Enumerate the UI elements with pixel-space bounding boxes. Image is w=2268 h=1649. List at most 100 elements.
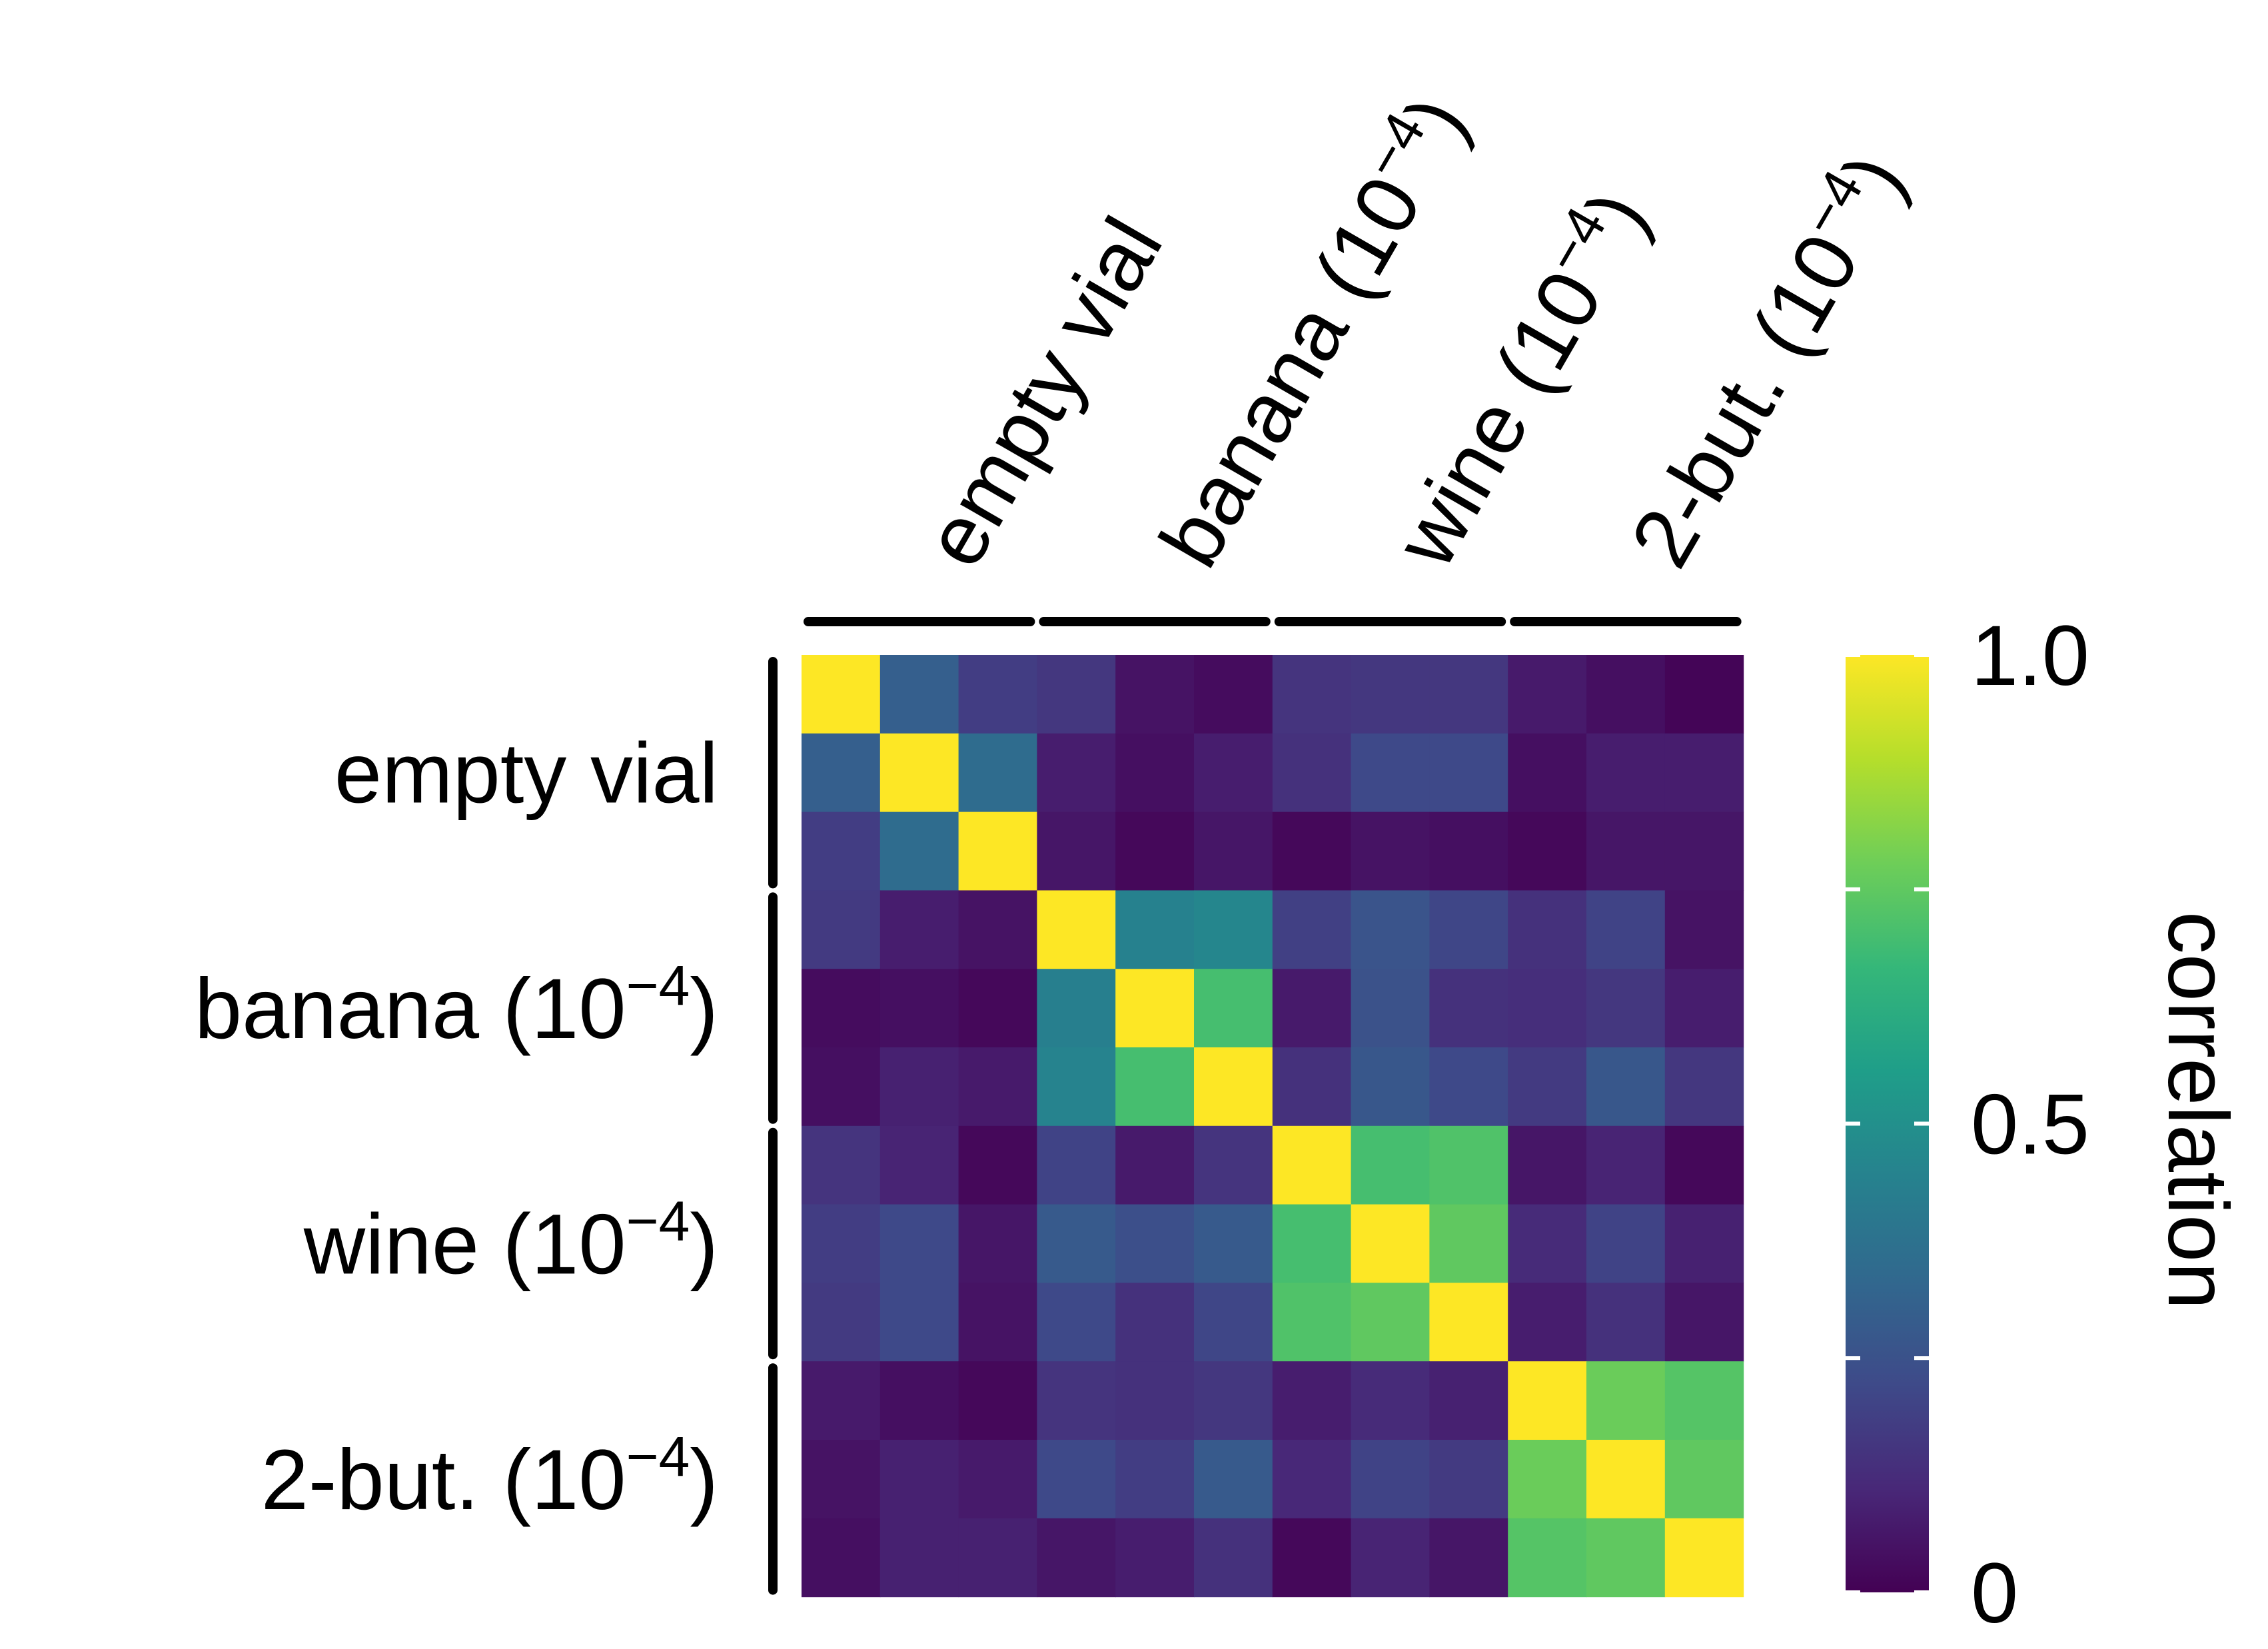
heatmap-cell-r0-c5 xyxy=(1194,655,1273,734)
heatmap-cell-r1-c6 xyxy=(1272,733,1352,813)
heatmap-cell-r10-c4 xyxy=(1115,1440,1195,1519)
heatmap-cell-r0-c1 xyxy=(879,655,959,734)
heatmap-cell-r4-c9 xyxy=(1508,969,1587,1048)
heatmap-cell-r7-c10 xyxy=(1586,1204,1666,1283)
heatmap-cell-r10-c0 xyxy=(802,1440,881,1519)
heatmap-cell-r11-c11 xyxy=(1664,1518,1744,1598)
heatmap-cell-r6-c10 xyxy=(1586,1125,1666,1205)
heatmap-cell-r4-c3 xyxy=(1037,969,1116,1048)
heatmap-cell-r0-c0 xyxy=(802,655,881,734)
heatmap-cell-r2-c0 xyxy=(802,812,881,891)
heatmap-cell-r8-c10 xyxy=(1586,1283,1666,1362)
heatmap-cell-r9-c2 xyxy=(958,1361,1037,1440)
heatmap-cell-r8-c3 xyxy=(1037,1283,1116,1362)
heatmap-cell-r1-c7 xyxy=(1351,733,1430,813)
heatmap-cell-r2-c5 xyxy=(1194,812,1273,891)
heatmap-cell-r11-c7 xyxy=(1351,1518,1430,1598)
heatmap-cell-r4-c2 xyxy=(958,969,1037,1048)
colorbar-tick-label-2: 1.0 xyxy=(1971,608,2089,704)
heatmap-cell-r5-c4 xyxy=(1115,1047,1195,1127)
heatmap-cell-r2-c8 xyxy=(1429,812,1508,891)
heatmap-cell-r2-c1 xyxy=(879,812,959,891)
heatmap-cell-r8-c1 xyxy=(879,1283,959,1362)
heatmap-cell-r2-c10 xyxy=(1586,812,1666,891)
heatmap-cell-r7-c4 xyxy=(1115,1204,1195,1283)
heatmap-cell-r9-c11 xyxy=(1664,1361,1744,1440)
heatmap-cell-r7-c3 xyxy=(1037,1204,1116,1283)
heatmap-cell-r7-c11 xyxy=(1664,1204,1744,1283)
heatmap-cell-r3-c3 xyxy=(1037,890,1116,969)
heatmap-cell-r9-c5 xyxy=(1194,1361,1273,1440)
heatmap-cell-r2-c11 xyxy=(1664,812,1744,891)
heatmap-cell-r4-c5 xyxy=(1194,969,1273,1048)
heatmap-cell-r6-c2 xyxy=(958,1125,1037,1205)
heatmap-cell-r3-c0 xyxy=(802,890,881,969)
column-label-0: empty vial xyxy=(906,203,1181,582)
heatmap-cell-r10-c6 xyxy=(1272,1440,1352,1519)
heatmap-cell-r9-c1 xyxy=(879,1361,959,1440)
heatmap-cell-r5-c9 xyxy=(1508,1047,1587,1127)
heatmap-cell-r7-c6 xyxy=(1272,1204,1352,1283)
heatmap-cell-r1-c10 xyxy=(1586,733,1666,813)
heatmap-cell-r7-c5 xyxy=(1194,1204,1273,1283)
heatmap-cell-r4-c0 xyxy=(802,969,881,1048)
heatmap-cell-r4-c10 xyxy=(1586,969,1666,1048)
heatmap-cell-r8-c7 xyxy=(1351,1283,1430,1362)
heatmap-cell-r0-c9 xyxy=(1508,655,1587,734)
heatmap-cell-r1-c3 xyxy=(1037,733,1116,813)
heatmap-cell-r10-c11 xyxy=(1664,1440,1744,1519)
heatmap-cell-r8-c0 xyxy=(802,1283,881,1362)
heatmap-cell-r5-c6 xyxy=(1272,1047,1352,1127)
heatmap-cell-r4-c11 xyxy=(1664,969,1744,1048)
heatmap-cell-r1-c1 xyxy=(879,733,959,813)
heatmap-cell-r11-c8 xyxy=(1429,1518,1508,1598)
heatmap-cell-r4-c4 xyxy=(1115,969,1195,1048)
heatmap-cell-r4-c6 xyxy=(1272,969,1352,1048)
heatmap-cell-r3-c7 xyxy=(1351,890,1430,969)
heatmap-cell-r5-c8 xyxy=(1429,1047,1508,1127)
heatmap-cell-r11-c9 xyxy=(1508,1518,1587,1598)
heatmap-cell-r2-c6 xyxy=(1272,812,1352,891)
heatmap-cell-r0-c6 xyxy=(1272,655,1352,734)
heatmap-cell-r7-c2 xyxy=(958,1204,1037,1283)
heatmap-cell-r2-c9 xyxy=(1508,812,1587,891)
heatmap-cell-r6-c8 xyxy=(1429,1125,1508,1205)
colorbar-tick-label-1: 0.5 xyxy=(1971,1077,2089,1173)
heatmap-cell-r0-c3 xyxy=(1037,655,1116,734)
heatmap-cell-r2-c7 xyxy=(1351,812,1430,891)
heatmap-cell-r9-c0 xyxy=(802,1361,881,1440)
heatmap-cell-r11-c0 xyxy=(802,1518,881,1598)
heatmap-cell-r0-c8 xyxy=(1429,655,1508,734)
heatmap-cell-r6-c3 xyxy=(1037,1125,1116,1205)
row-label-3: 2-but. (10−4) xyxy=(261,1425,718,1528)
heatmap-cell-r1-c11 xyxy=(1664,733,1744,813)
heatmap-cell-r10-c5 xyxy=(1194,1440,1273,1519)
heatmap-cell-r3-c9 xyxy=(1508,890,1587,969)
heatmap-cell-r2-c4 xyxy=(1115,812,1195,891)
heatmap-cell-r7-c1 xyxy=(879,1204,959,1283)
heatmap-cell-r3-c8 xyxy=(1429,890,1508,969)
heatmap-cell-r3-c1 xyxy=(879,890,959,969)
heatmap-cell-r10-c1 xyxy=(879,1440,959,1519)
heatmap-cell-r6-c6 xyxy=(1272,1125,1352,1205)
heatmap-cell-r9-c4 xyxy=(1115,1361,1195,1440)
heatmap-cell-r11-c1 xyxy=(879,1518,959,1598)
heatmap-cell-r1-c9 xyxy=(1508,733,1587,813)
heatmap-cell-r9-c9 xyxy=(1508,1361,1587,1440)
heatmap-cells xyxy=(802,655,1744,1598)
heatmap-cell-r5-c3 xyxy=(1037,1047,1116,1127)
heatmap-cell-r5-c1 xyxy=(879,1047,959,1127)
row-label-2: wine (10−4) xyxy=(303,1190,718,1293)
heatmap-cell-r4-c8 xyxy=(1429,969,1508,1048)
heatmap-cell-r1-c4 xyxy=(1115,733,1195,813)
heatmap-cell-r8-c2 xyxy=(958,1283,1037,1362)
heatmap-cell-r0-c4 xyxy=(1115,655,1195,734)
heatmap-cell-r5-c0 xyxy=(802,1047,881,1127)
heatmap-cell-r0-c2 xyxy=(958,655,1037,734)
heatmap-cell-r9-c6 xyxy=(1272,1361,1352,1440)
heatmap-cell-r8-c8 xyxy=(1429,1283,1508,1362)
heatmap-cell-r9-c3 xyxy=(1037,1361,1116,1440)
heatmap-cell-r7-c7 xyxy=(1351,1204,1430,1283)
